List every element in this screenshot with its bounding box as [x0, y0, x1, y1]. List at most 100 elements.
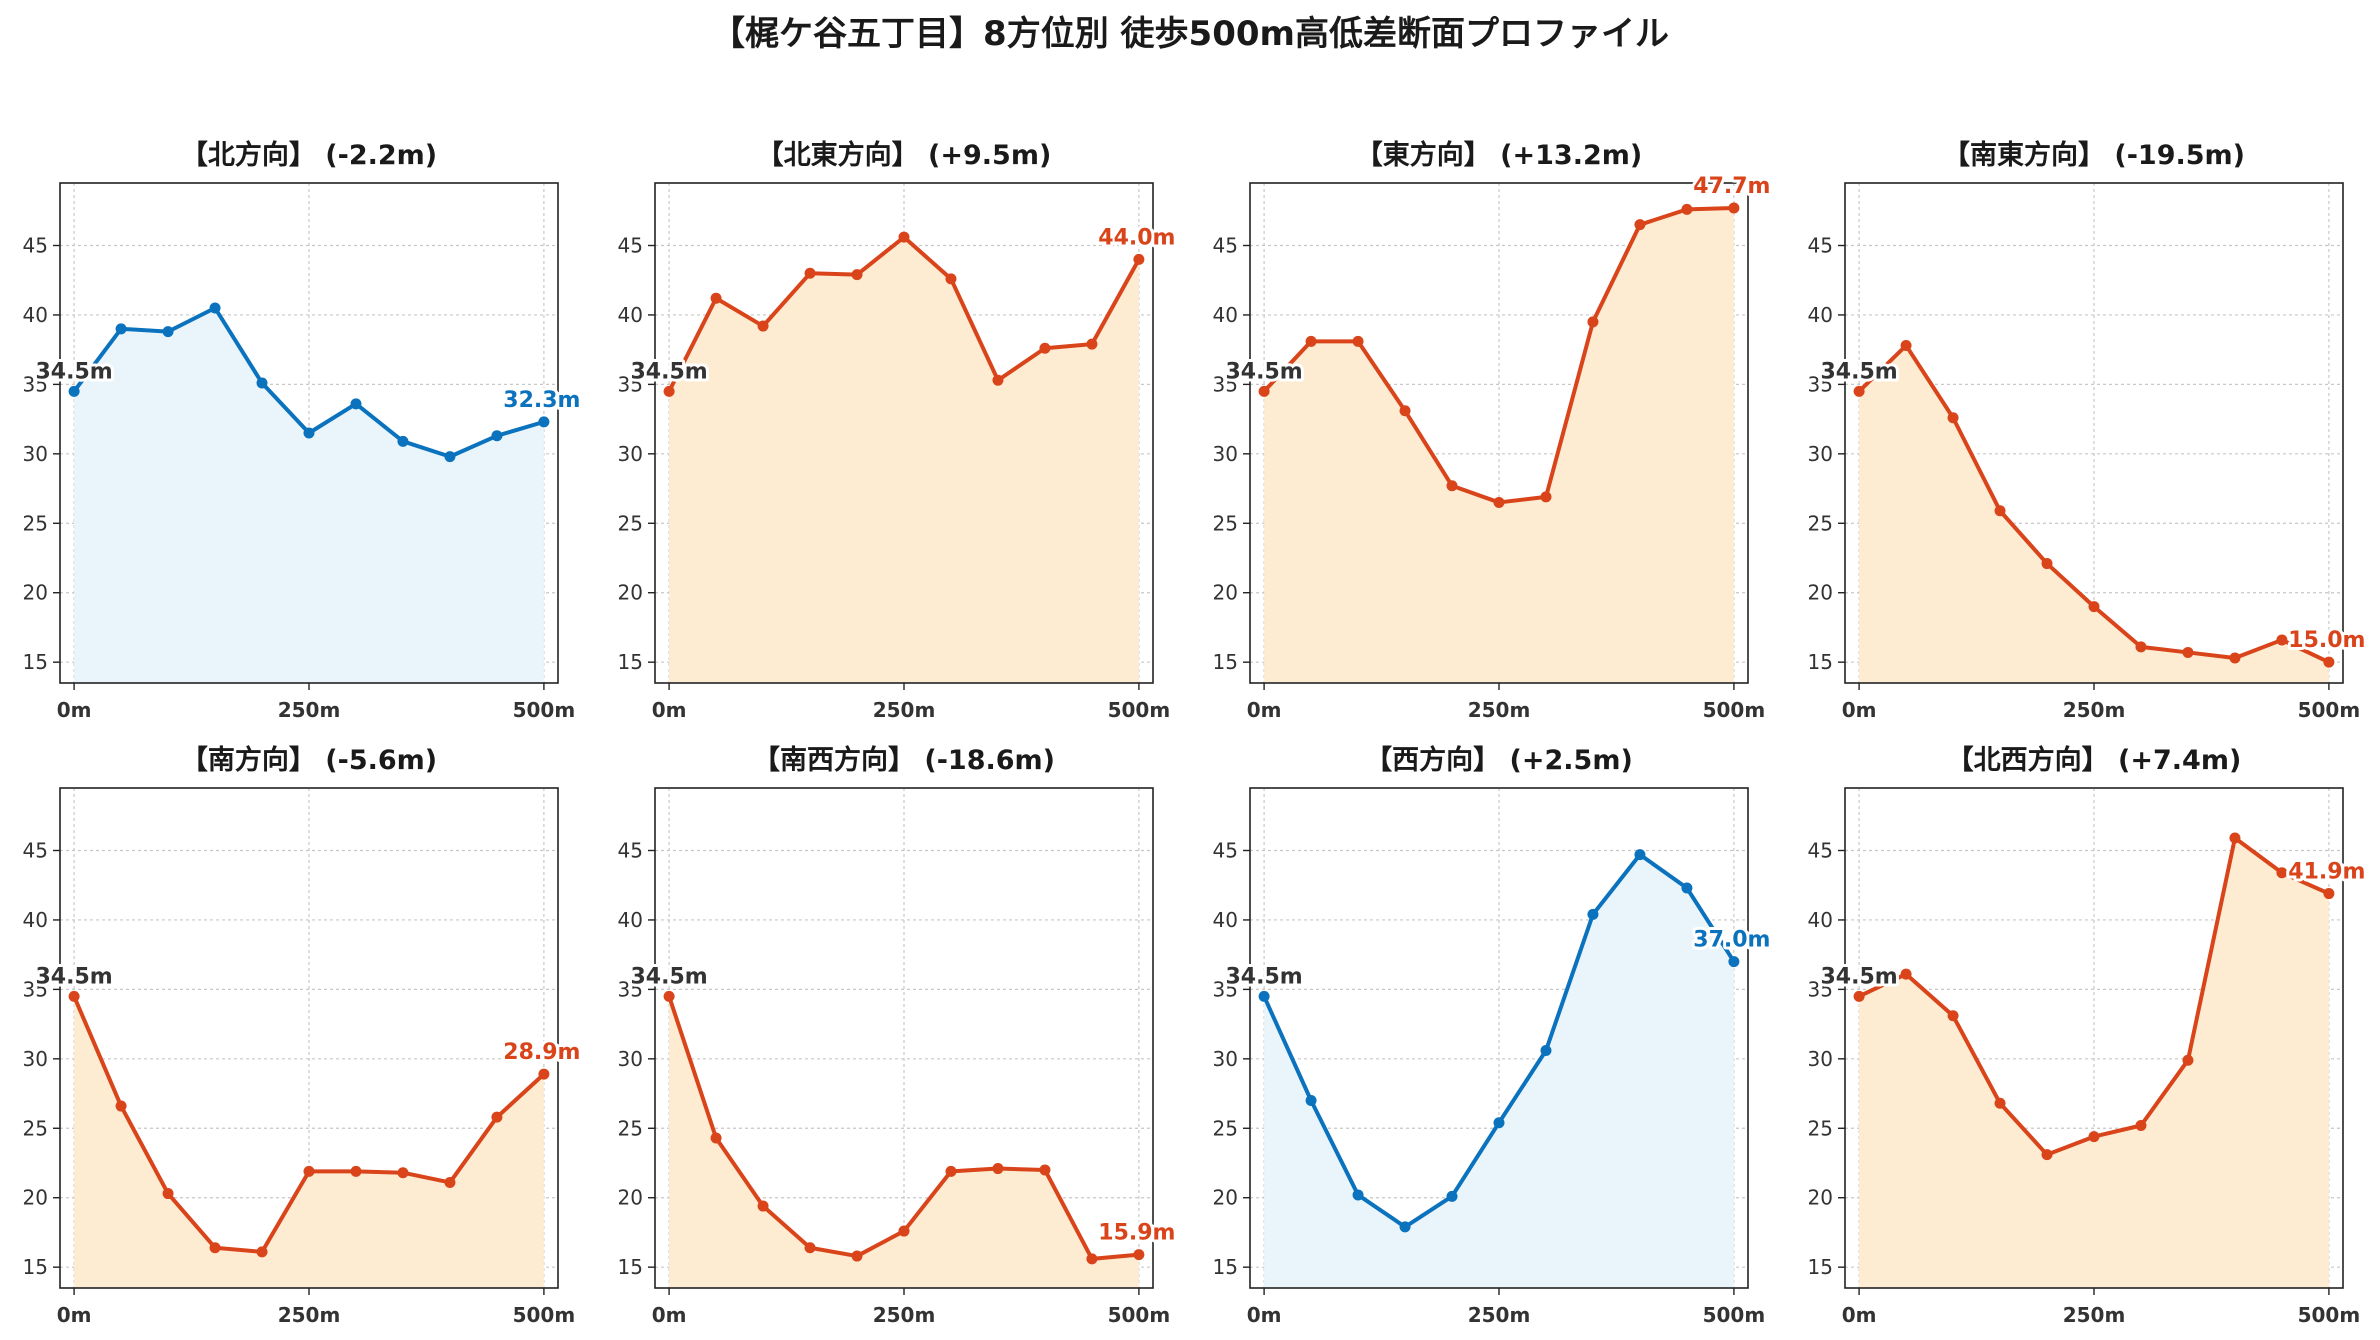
profile-point: [710, 292, 722, 304]
chart-panel-7: 【北西方向】 (+7.4m) 15 20 25 30 35 40 45 0m 250m 500m 34…: [1808, 744, 2369, 1327]
x-tick-label: 0m: [57, 1303, 92, 1327]
y-tick-label: 15: [1808, 1255, 1833, 1279]
profile-point: [992, 374, 1004, 386]
profile-point: [2135, 1120, 2147, 1131]
chart-panel-4: 【南方向】 (-5.6m) 15 20 25 30 35 40 45 0m 250m 500m 34.…: [23, 744, 584, 1327]
profile-point: [945, 273, 957, 285]
profile-point: [397, 1167, 409, 1179]
x-tick-label: 250m: [873, 698, 936, 722]
y-tick-label: 45: [23, 234, 48, 258]
y-tick-label: 35: [23, 372, 48, 396]
profile-point: [2229, 652, 2241, 664]
profile-point: [1634, 219, 1646, 231]
chart-panel-1: 【北東方向】 (+9.5m) 15 20 25 30 35 40 45 0m 250m 500m 34…: [618, 139, 1179, 722]
profile-point: [350, 1165, 362, 1177]
profile-area: [1859, 345, 2329, 683]
panel-title: 【北東方向】 (+9.5m): [757, 139, 1052, 171]
y-tick-label: 15: [618, 1255, 643, 1279]
x-tick-label: 500m: [2298, 698, 2361, 722]
x-tick-label: 500m: [2298, 1303, 2361, 1327]
profile-area: [1264, 208, 1734, 683]
x-tick-label: 0m: [652, 698, 687, 722]
panel-title: 【北方向】 (-2.2m): [181, 139, 437, 171]
start-elevation-label: 34.5m: [630, 359, 707, 384]
profile-point: [303, 1165, 315, 1177]
y-tick-label: 25: [23, 511, 48, 535]
end-elevation-label: 32.3m: [503, 388, 580, 413]
profile-point: [663, 990, 675, 1002]
profile-point: [1634, 849, 1646, 861]
profile-point: [2088, 1131, 2100, 1143]
x-tick-label: 500m: [513, 698, 576, 722]
profile-point: [851, 269, 863, 281]
profile-area: [669, 237, 1139, 683]
y-tick-label: 20: [1808, 1186, 1833, 1210]
y-tick-label: 40: [23, 303, 48, 327]
y-tick-label: 45: [1808, 839, 1833, 863]
profile-point: [1086, 338, 1098, 350]
profile-area: [74, 996, 544, 1288]
profile-point: [2182, 646, 2194, 658]
end-elevation-label: 15.0m: [2288, 628, 2365, 653]
profile-point: [851, 1250, 863, 1262]
y-tick-label: 40: [618, 303, 643, 327]
y-tick-label: 15: [1213, 1255, 1238, 1279]
profile-point: [1399, 405, 1411, 417]
chart-panel-2: 【東方向】 (+13.2m) 15 20 25 30 35 40 45 0m 250m 500m 34…: [1213, 139, 1774, 722]
y-tick-label: 35: [1213, 977, 1238, 1001]
profile-point: [1728, 956, 1740, 968]
y-tick-label: 40: [1808, 908, 1833, 932]
profile-point: [1399, 1221, 1411, 1233]
profile-point: [898, 231, 910, 243]
profile-point: [1587, 908, 1599, 920]
y-tick-label: 45: [23, 839, 48, 863]
y-tick-label: 20: [23, 581, 48, 605]
end-elevation-label: 15.9m: [1098, 1221, 1175, 1246]
y-tick-label: 40: [23, 908, 48, 932]
x-tick-label: 250m: [278, 1303, 341, 1327]
y-tick-label: 35: [618, 977, 643, 1001]
profile-point: [757, 320, 769, 332]
figure-title: 【梶ケ谷五丁目】8方位別 徒歩500m高低差断面プロファイル: [711, 14, 1669, 54]
profile-point: [397, 435, 409, 447]
profile-point: [1493, 496, 1505, 508]
profile-point: [1352, 335, 1364, 347]
profile-point: [350, 398, 362, 410]
profile-point: [256, 377, 268, 389]
y-tick-label: 45: [618, 234, 643, 258]
y-tick-label: 15: [23, 650, 48, 674]
profile-point: [162, 1188, 174, 1200]
y-tick-label: 30: [1808, 1047, 1833, 1071]
profile-point: [491, 1111, 503, 1123]
y-tick-label: 35: [1808, 977, 1833, 1001]
profile-point: [2041, 558, 2053, 570]
profile-point: [1540, 1045, 1552, 1056]
profile-point: [115, 1100, 127, 1112]
y-tick-label: 30: [618, 442, 643, 466]
profile-point: [538, 1068, 550, 1080]
y-tick-label: 25: [1213, 1116, 1238, 1140]
x-tick-label: 500m: [1703, 698, 1766, 722]
profile-point: [1446, 1190, 1458, 1202]
profile-point: [1039, 342, 1051, 354]
y-tick-label: 15: [23, 1255, 48, 1279]
y-tick-label: 20: [1213, 581, 1238, 605]
profile-point: [757, 1200, 769, 1212]
y-tick-label: 40: [1213, 908, 1238, 932]
profile-point: [1039, 1164, 1051, 1176]
y-tick-label: 25: [1808, 511, 1833, 535]
profile-point: [1681, 203, 1693, 215]
profile-point: [1728, 202, 1740, 214]
profile-point: [1900, 340, 1912, 351]
y-tick-label: 40: [1808, 303, 1833, 327]
profile-point: [1258, 385, 1270, 397]
y-tick-label: 30: [23, 1047, 48, 1071]
chart-panel-5: 【南西方向】 (-18.6m) 15 20 25 30 35 40 45 0m 250m 500m 3…: [618, 744, 1179, 1327]
y-tick-label: 25: [1808, 1116, 1833, 1140]
end-elevation-label: 37.0m: [1693, 928, 1770, 953]
x-tick-label: 250m: [873, 1303, 936, 1327]
x-tick-label: 500m: [513, 1303, 576, 1327]
profile-point: [1352, 1189, 1364, 1201]
y-tick-label: 45: [1213, 839, 1238, 863]
profile-point: [303, 427, 315, 439]
